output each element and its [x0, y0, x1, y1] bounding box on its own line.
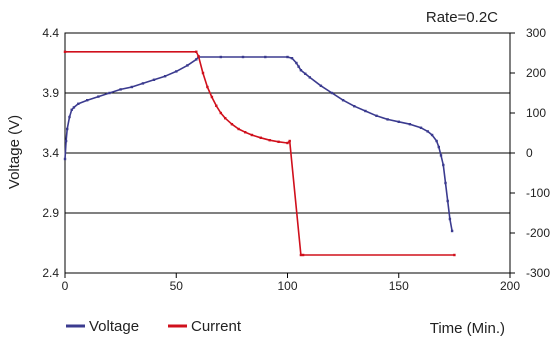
data-point-current: [453, 253, 456, 257]
data-point-voltage: [63, 157, 67, 161]
data-point-voltage: [70, 108, 73, 111]
y-tick-label: 3.9: [42, 86, 59, 100]
data-point-current: [268, 139, 271, 142]
data-point-current: [195, 50, 198, 53]
series-markers-current: [63, 50, 456, 257]
data-point-current: [286, 141, 289, 145]
data-point-voltage: [119, 88, 122, 91]
data-point-voltage: [375, 114, 378, 117]
data-point-voltage: [319, 84, 323, 87]
y-tick-label: 2.4: [42, 266, 59, 280]
data-point-current: [299, 253, 303, 257]
data-point-voltage: [397, 120, 400, 123]
data-point-current: [63, 50, 67, 53]
data-point-voltage: [130, 85, 133, 89]
data-point-voltage: [299, 69, 303, 72]
data-point-current: [259, 136, 262, 139]
y2-tick-label: -200: [526, 226, 550, 240]
data-point-current: [288, 139, 291, 143]
y-axis-label: Voltage (V): [6, 115, 23, 189]
data-point-voltage: [64, 139, 68, 143]
legend: Voltage Current: [66, 318, 242, 335]
data-point-voltage: [341, 99, 345, 102]
data-point-voltage: [108, 91, 111, 95]
gridlines: [65, 92, 510, 214]
y2-tick-label: -100: [526, 186, 550, 200]
data-point-current: [224, 117, 227, 120]
data-point-voltage: [408, 123, 412, 126]
data-point-voltage: [437, 145, 440, 149]
data-point-current: [237, 127, 240, 131]
data-point-current: [210, 95, 214, 99]
rate-annotation: Rate=0.2C: [426, 9, 498, 26]
data-point-voltage: [330, 91, 334, 95]
data-point-voltage: [219, 55, 222, 59]
data-point-voltage: [72, 106, 76, 109]
data-point-voltage: [426, 130, 429, 133]
data-point-current: [215, 104, 218, 107]
data-point-current: [301, 253, 305, 257]
data-point-voltage: [448, 217, 452, 221]
y2-tick-label: 300: [526, 26, 546, 40]
legend-label-current: Current: [191, 318, 242, 335]
data-point-voltage: [195, 58, 198, 61]
data-point-voltage: [450, 229, 454, 233]
data-point-voltage: [163, 75, 167, 78]
data-point-voltage: [442, 163, 445, 167]
x-tick-label: 150: [389, 279, 409, 293]
x-tick-label: 0: [62, 279, 69, 293]
data-point-voltage: [439, 154, 443, 157]
data-point-voltage: [353, 105, 356, 108]
series-line-voltage: [64, 56, 453, 232]
x-axis-label: Time (Min.): [430, 320, 505, 337]
data-point-voltage: [152, 78, 156, 81]
data-point-voltage: [66, 127, 69, 131]
data-point-voltage: [446, 199, 449, 203]
data-point-voltage: [297, 65, 300, 68]
data-point-voltage: [364, 109, 367, 113]
data-point-voltage: [386, 118, 389, 121]
data-point-voltage: [430, 133, 434, 137]
data-point-voltage: [304, 72, 307, 75]
data-point-voltage: [419, 126, 423, 129]
data-point-current: [230, 123, 234, 126]
data-point-current: [244, 131, 247, 134]
data-point-voltage: [86, 99, 89, 102]
data-point-voltage: [295, 61, 298, 65]
data-point-voltage: [68, 115, 71, 119]
axis-ticks: 2.4 2.9 3.4 3.9 4.4 -300 -200 -100 0 100 200 300 0 50…: [42, 26, 550, 293]
data-point-current: [219, 111, 222, 115]
data-point-voltage: [308, 76, 311, 79]
y-tick-label: 2.9: [42, 206, 59, 220]
data-point-voltage: [141, 82, 145, 85]
data-point-voltage: [435, 139, 438, 143]
data-point-voltage: [286, 55, 289, 59]
data-point-voltage: [97, 95, 100, 98]
y-tick-label: 4.4: [42, 26, 59, 40]
data-point-voltage: [444, 181, 447, 185]
data-point-voltage: [186, 64, 189, 67]
y2-tick-label: 0: [526, 146, 533, 160]
data-point-voltage: [264, 55, 267, 59]
data-point-current: [206, 85, 209, 89]
x-tick-label: 50: [170, 279, 184, 293]
series-markers-voltage: [63, 55, 454, 233]
data-point-voltage: [77, 102, 80, 105]
data-point-current: [201, 71, 205, 75]
data-point-current: [277, 140, 280, 143]
data-point-voltage: [175, 70, 178, 73]
data-point-voltage: [290, 57, 294, 60]
series-lines: [63, 50, 456, 257]
y2-tick-label: -300: [526, 266, 550, 280]
data-point-current: [197, 55, 200, 58]
y2-tick-label: 200: [526, 66, 546, 80]
data-point-voltage: [241, 55, 245, 59]
legend-label-voltage: Voltage: [89, 318, 139, 335]
data-point-current: [250, 133, 254, 137]
y2-tick-label: 100: [526, 106, 546, 120]
x-tick-label: 200: [500, 279, 520, 293]
y-tick-label: 3.4: [42, 146, 59, 160]
x-tick-label: 100: [277, 279, 297, 293]
